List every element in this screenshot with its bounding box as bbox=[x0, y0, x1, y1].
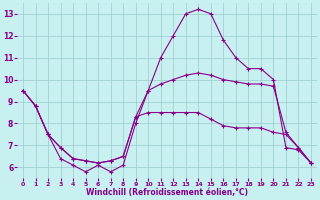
X-axis label: Windchill (Refroidissement éolien,°C): Windchill (Refroidissement éolien,°C) bbox=[86, 188, 248, 197]
